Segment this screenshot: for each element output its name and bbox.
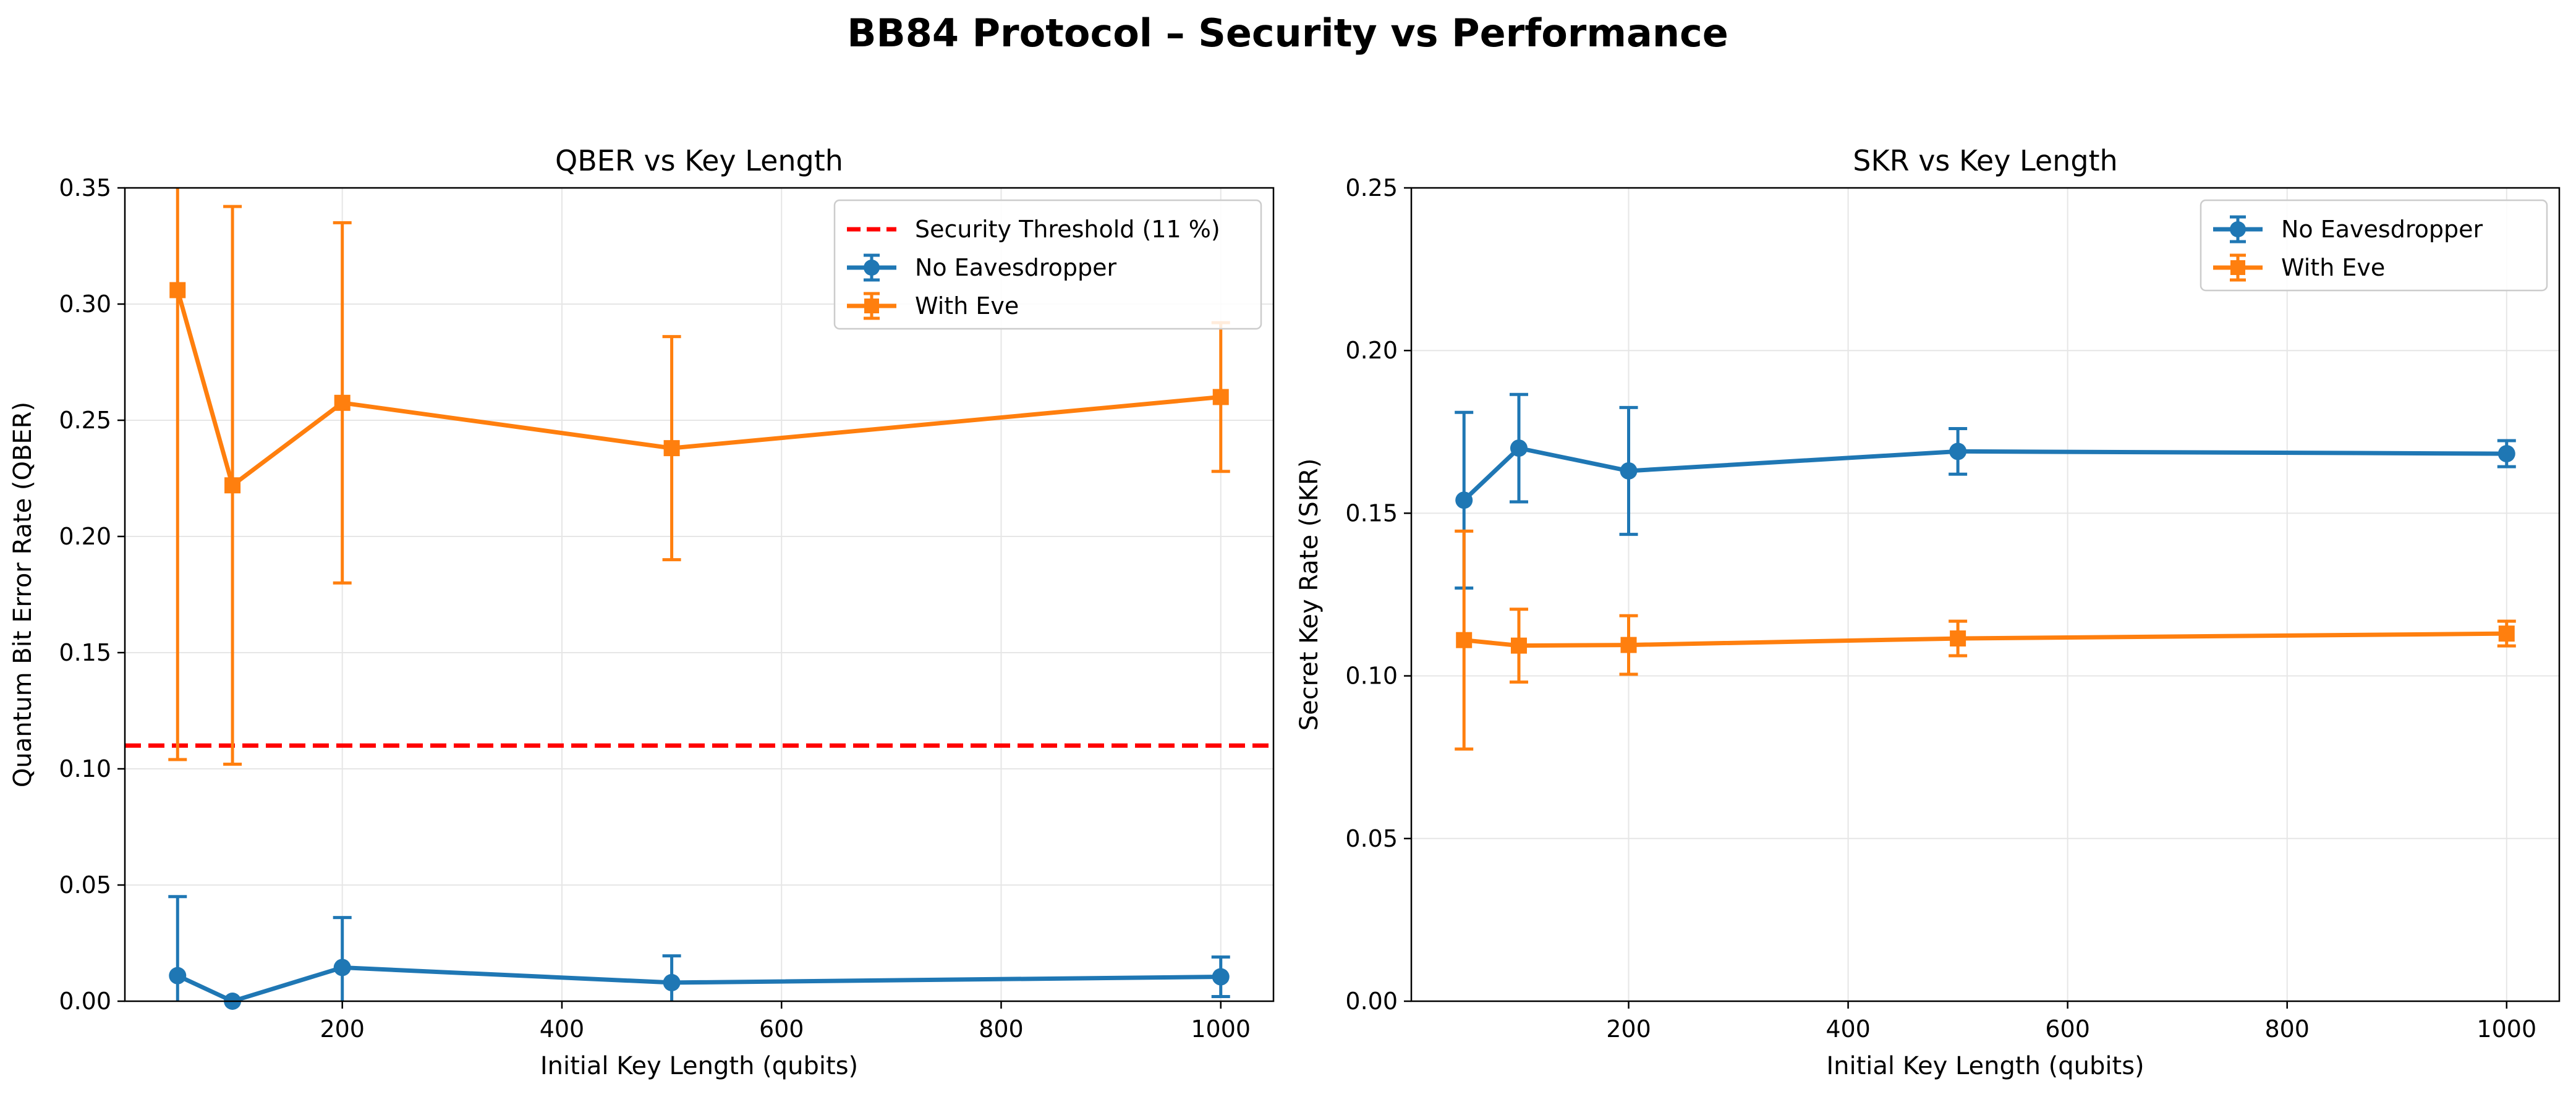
skr-chart: 200 400 600 800 1000 0.00 0.05 0.10 0.15 0.20 0.25… <box>1295 144 2561 1080</box>
legend-swatch-no-eavesdropper-marker <box>2230 221 2246 237</box>
qber-chart: 200 400 600 800 1000 0.00 0.05 0.10 0.15 0.20 0.25… <box>9 144 1275 1080</box>
legend-label: No Eavesdropper <box>915 254 1116 281</box>
y-tick-label: 0.05 <box>59 871 111 899</box>
legend-label: Security Threshold (11 %) <box>915 216 1220 243</box>
data-point-no-eavesdropper <box>1620 462 1638 480</box>
y-tick-label: 0.15 <box>1345 499 1398 527</box>
plot-frame <box>124 187 1275 1002</box>
data-point-with-eve <box>1456 632 1473 648</box>
x-tick-label: 400 <box>1826 1015 1871 1043</box>
data-point-no-eavesdropper <box>169 967 187 985</box>
data-point-with-eve <box>1212 389 1229 405</box>
figure-title: BB84 Protocol – Security vs Performance <box>847 11 1728 56</box>
x-axis-label: Initial Key Length (qubits) <box>540 1052 858 1080</box>
data-point-no-eavesdropper <box>1510 439 1528 457</box>
data-point-with-eve <box>1950 630 1966 647</box>
y-tick-label: 0.25 <box>59 407 111 434</box>
data-point-with-eve <box>663 440 680 457</box>
x-tick-label: 800 <box>979 1015 1024 1043</box>
legend-label: With Eve <box>2281 254 2385 281</box>
data-point-with-eve <box>224 477 241 494</box>
legend-swatch-with-eve-marker <box>2230 260 2245 275</box>
data-point-no-eavesdropper <box>2497 445 2515 463</box>
y-tick-label: 0.20 <box>59 523 111 550</box>
x-tick-label: 1000 <box>2476 1015 2536 1043</box>
x-tick-label: 800 <box>2264 1015 2310 1043</box>
legend-label: With Eve <box>915 292 1019 320</box>
y-tick-label: 0.00 <box>1345 988 1398 1015</box>
x-tick-label: 200 <box>1606 1015 1651 1043</box>
x-tick-label: 400 <box>540 1015 585 1043</box>
data-point-no-eavesdropper <box>663 973 681 991</box>
y-axis-label: Quantum Bit Error Rate (QBER) <box>9 402 37 787</box>
y-axis-label: Secret Key Rate (SKR) <box>1295 459 1324 731</box>
data-point-with-eve <box>334 394 351 411</box>
legend-swatch-no-eavesdropper-marker <box>864 260 880 276</box>
data-point-no-eavesdropper <box>1949 443 1967 460</box>
data-point-no-eavesdropper <box>1212 968 1230 986</box>
y-tick-label: 0.20 <box>1345 337 1398 364</box>
x-tick-label: 600 <box>759 1015 804 1043</box>
legend-box <box>833 199 1262 330</box>
y-tick-label: 0.10 <box>1345 663 1398 690</box>
legend-box <box>2200 199 2548 292</box>
data-point-no-eavesdropper <box>1455 491 1473 509</box>
plot-title: QBER vs Key Length <box>555 144 843 177</box>
y-tick-label: 0.25 <box>1345 174 1398 201</box>
y-tick-label: 0.05 <box>1345 825 1398 852</box>
data-point-with-eve <box>1620 637 1637 653</box>
legend-label: No Eavesdropper <box>2281 216 2483 243</box>
x-tick-label: 1000 <box>1191 1015 1251 1043</box>
legend-swatch-with-eve-marker <box>864 299 879 313</box>
plot-title: SKR vs Key Length <box>1853 144 2117 177</box>
y-tick-label: 0.15 <box>59 639 111 666</box>
y-tick-label: 0.30 <box>59 290 111 318</box>
data-point-with-eve <box>169 282 186 299</box>
data-point-no-eavesdropper <box>333 959 351 976</box>
data-point-with-eve <box>1510 637 1527 654</box>
x-tick-label: 200 <box>320 1015 365 1043</box>
y-tick-label: 0.10 <box>59 755 111 782</box>
y-tick-label: 0.00 <box>59 988 111 1015</box>
data-point-with-eve <box>2498 625 2515 642</box>
x-axis-label: Initial Key Length (qubits) <box>1826 1052 2144 1080</box>
plot-frame <box>1410 187 2561 1002</box>
y-tick-label: 0.35 <box>59 174 111 201</box>
x-tick-label: 600 <box>2045 1015 2090 1043</box>
